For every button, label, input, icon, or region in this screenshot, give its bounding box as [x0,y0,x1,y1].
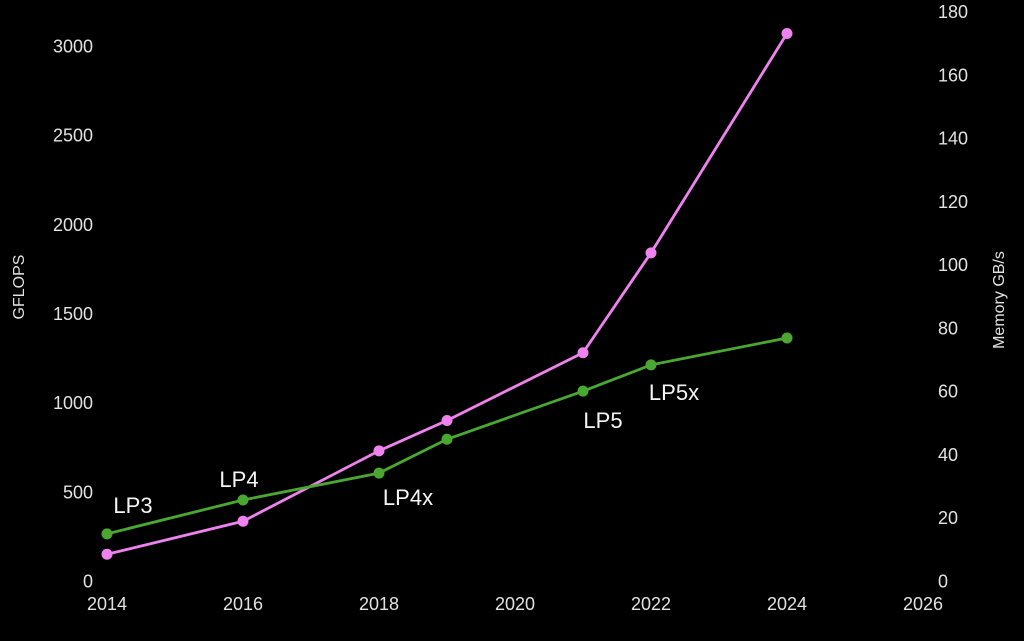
y-left-axis-title: GFLOPS [11,255,28,320]
x-tick-label: 2026 [903,594,943,614]
y-right-tick-label: 20 [938,508,958,528]
y-left-tick-label: 2500 [53,126,93,146]
data-point-gflops [101,548,113,560]
y-left-tick-label: 1000 [53,393,93,413]
series-line-gflops [105,32,789,556]
y-right-tick-label: 100 [938,255,968,275]
data-point-memory [101,528,113,540]
data-point-memory [645,359,657,371]
x-tick-label: 2020 [495,594,535,614]
y-right-tick-label: 80 [938,318,958,338]
y-right-tick-label: 140 [938,129,968,149]
data-point-memory [441,433,453,445]
y-right-axis-title: Memory GB/s [991,251,1008,349]
x-tick-label: 2016 [223,594,263,614]
annotation-lp3: LP3 [113,493,152,518]
y-left-tick-label: 500 [63,482,93,502]
annotation-lp4: LP4 [219,467,258,492]
data-point-memory [237,494,249,506]
data-point-gflops [441,415,453,426]
y-left-tick-label: 3000 [53,37,93,57]
y-left-tick-label: 0 [83,572,93,592]
data-point-memory [373,467,385,479]
data-point-gflops [373,445,385,457]
annotation-lp4x: LP4x [383,485,433,510]
x-tick-label: 2024 [767,594,807,614]
y-right-tick-label: 120 [938,192,968,212]
x-tick-label: 2018 [359,594,399,614]
data-point-memory [781,332,793,344]
y-right-tick-label: 60 [938,382,958,402]
y-right-tick-label: 0 [938,572,948,592]
data-point-gflops [645,247,657,259]
data-point-gflops [577,347,589,359]
y-left-tick-label: 2000 [53,215,93,235]
y-right-tick-label: 160 [938,65,968,85]
x-tick-label: 2014 [87,594,127,614]
y-right-tick-label: 180 [938,2,968,22]
data-point-gflops [237,515,249,527]
x-tick-label: 2022 [631,594,671,614]
annotation-lp5x: LP5x [649,380,699,405]
data-point-gflops [781,28,793,40]
y-left-tick-label: 1500 [53,304,93,324]
y-right-tick-label: 40 [938,445,958,465]
data-point-memory [577,385,589,397]
annotation-lp5: LP5 [583,408,622,433]
